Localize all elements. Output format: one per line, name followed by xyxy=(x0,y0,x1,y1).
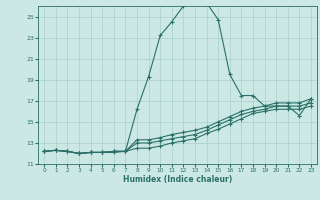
X-axis label: Humidex (Indice chaleur): Humidex (Indice chaleur) xyxy=(123,175,232,184)
